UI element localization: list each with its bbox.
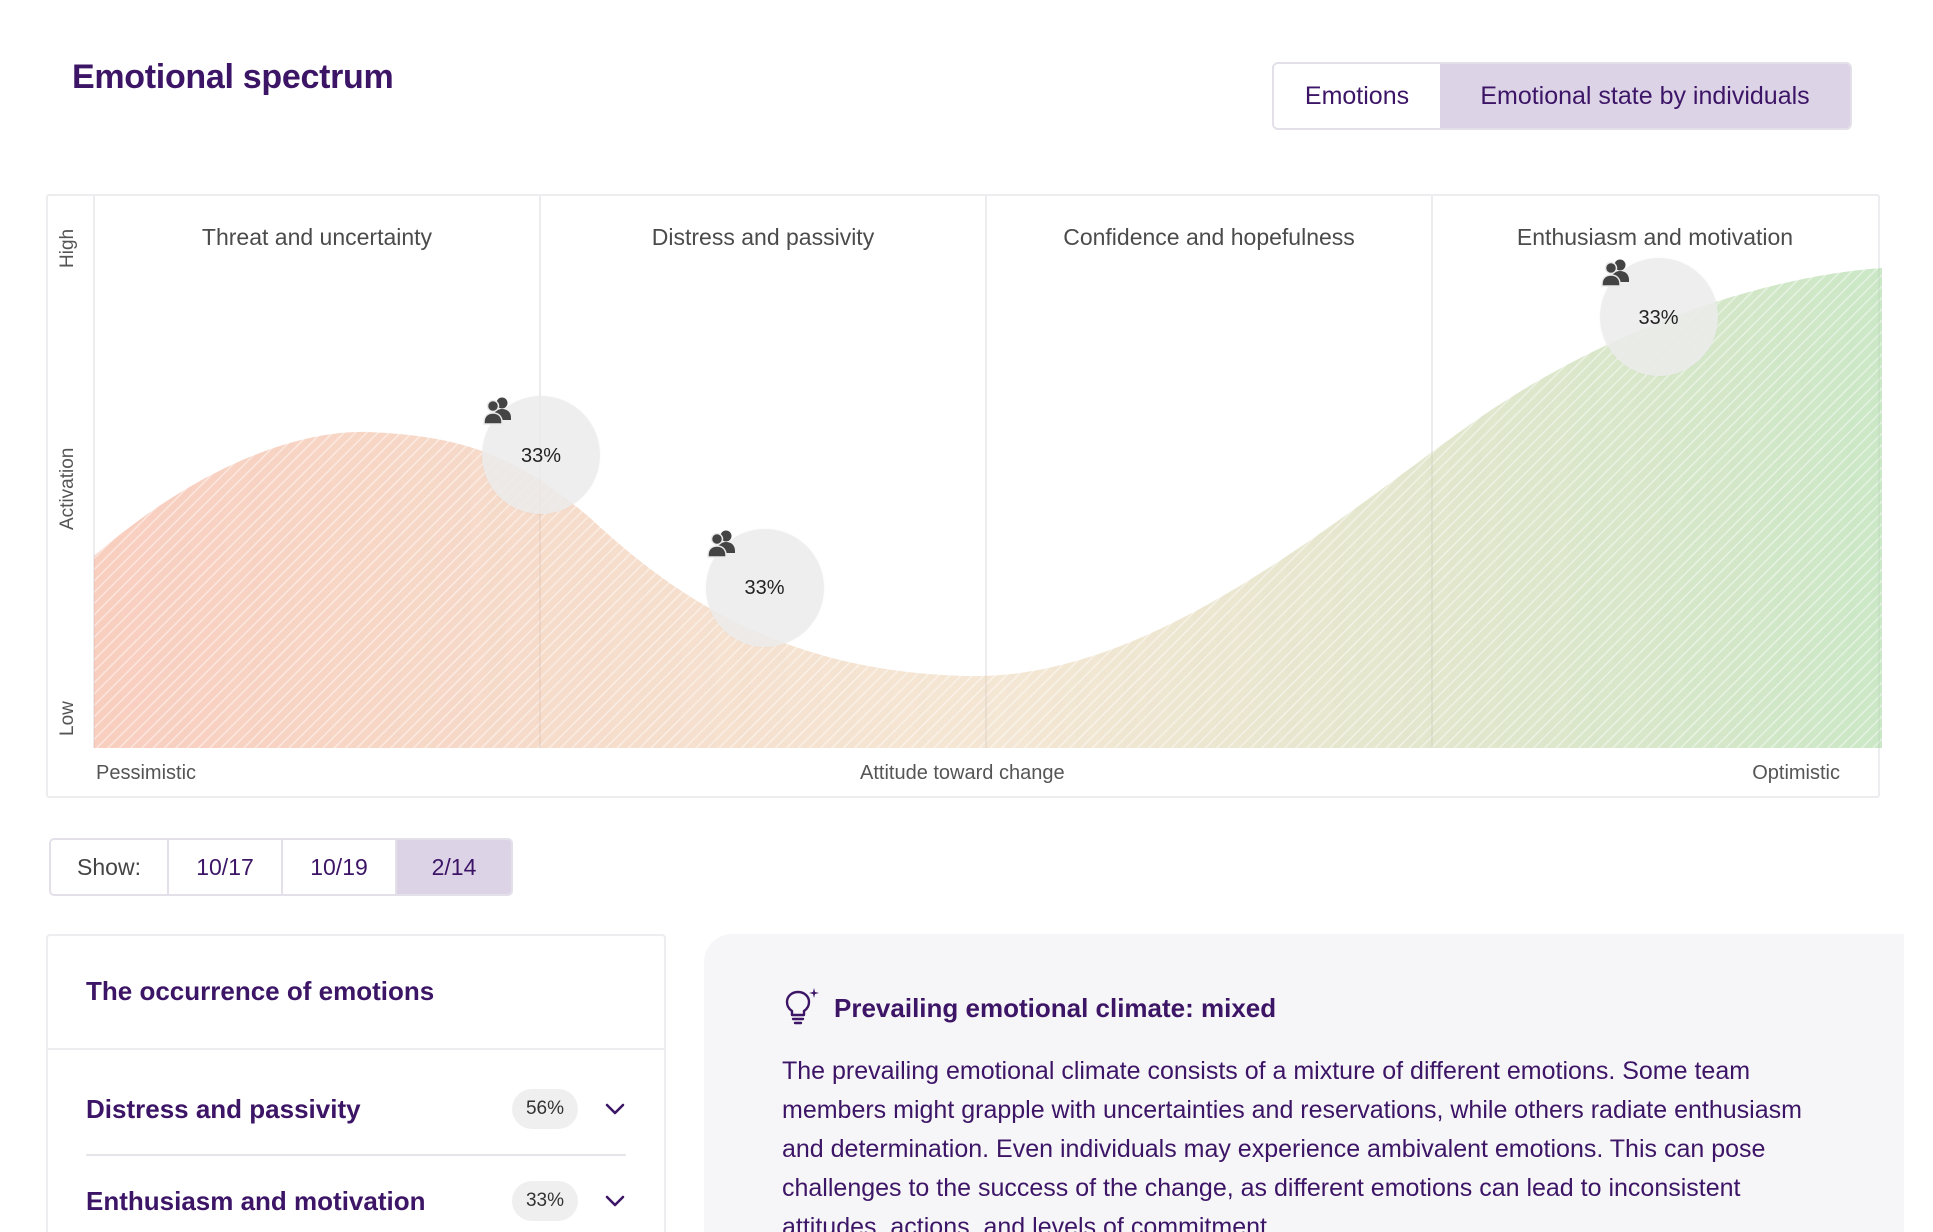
y-axis-title: Activation <box>57 447 78 530</box>
chevron-down-icon[interactable] <box>604 1098 626 1120</box>
quadrant-label-confidence: Confidence and hopefulness <box>1063 224 1355 250</box>
x-axis-left-label: Pessimistic <box>96 762 197 784</box>
occurrence-item[interactable]: Distress and passivity 56% <box>86 1064 626 1154</box>
quadrant-label-distress: Distress and passivity <box>651 224 875 250</box>
insight-card: Prevailing emotional climate: mixed The … <box>704 934 1904 1232</box>
view-toggle: Emotions Emotional state by individuals <box>1272 62 1852 130</box>
insight-header: Prevailing emotional climate: mixed <box>782 986 1276 1031</box>
occurrence-title: The occurrence of emotions <box>86 976 435 1006</box>
x-axis-right-label: Optimistic <box>1752 762 1840 784</box>
quadrant-label-threat: Threat and uncertainty <box>201 224 433 250</box>
date-option-1[interactable]: 10/19 <box>283 840 397 894</box>
x-axis-title: Attitude toward change <box>860 762 1065 784</box>
emotional-spectrum-chart: High Activation Low Threat and uncertain… <box>46 194 1882 798</box>
insight-title: Prevailing emotional climate: mixed <box>834 993 1277 1023</box>
chevron-down-icon[interactable] <box>604 1190 626 1212</box>
show-label: Show: <box>51 840 169 894</box>
group-bubble-percent: 33% <box>520 444 562 467</box>
date-option-2[interactable]: 2/14 <box>397 840 511 894</box>
occurrence-card: The occurrence of emotions Distress and … <box>46 934 666 1232</box>
occurrence-item[interactable]: Enthusiasm and motivation 33% <box>86 1156 626 1232</box>
quadrant-label-enthusiasm: Enthusiasm and motivation <box>1516 224 1794 250</box>
occurrence-percent-badge: 56% <box>511 1089 578 1129</box>
occurrence-percent-badge: 33% <box>511 1181 578 1221</box>
occurrence-row-separator <box>86 1154 626 1156</box>
date-option-0[interactable]: 10/17 <box>169 840 283 894</box>
page-title: Emotional spectrum <box>72 58 394 96</box>
emotion-wave-area <box>94 268 1882 748</box>
lightbulb-sparkle-icon <box>782 986 822 1031</box>
y-axis-high-label: High <box>57 228 78 268</box>
group-bubble-percent: 33% <box>1638 306 1679 329</box>
group-bubble-percent: 33% <box>744 577 785 600</box>
date-filter: Show: 10/17 10/19 2/14 <box>49 838 513 896</box>
emotions-tab[interactable]: Emotions <box>1304 81 1410 110</box>
occurrence-item-name: Distress and passivity <box>86 1093 361 1124</box>
y-axis-low-label: Low <box>57 701 78 736</box>
group-bubble[interactable]: 33% <box>1599 258 1718 377</box>
emotional-state-tab[interactable]: Emotional state by individuals <box>1440 64 1850 128</box>
insight-body: The prevailing emotional climate consist… <box>782 1057 1802 1232</box>
occurrence-item-name: Enthusiasm and motivation <box>86 1185 426 1216</box>
group-bubble[interactable]: 33% <box>482 396 600 515</box>
occurrence-divider <box>48 1048 664 1050</box>
group-bubble[interactable]: 33% <box>705 528 824 647</box>
spectrum-svg <box>93 196 1882 748</box>
